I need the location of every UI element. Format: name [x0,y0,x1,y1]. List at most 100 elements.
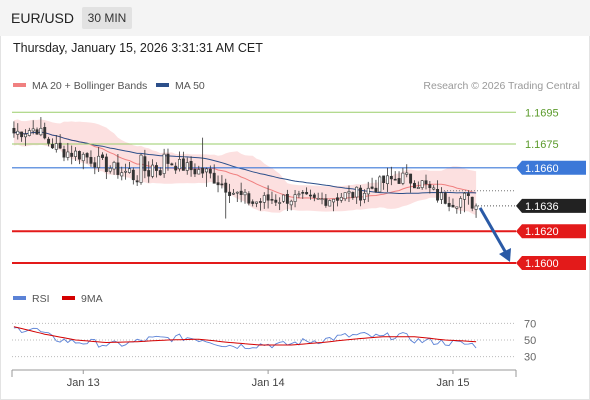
candle-body [289,200,293,206]
date-line: Thursday, January 15, 2026 3:31:31 AM CE… [13,41,263,55]
rsi-line [13,327,477,350]
candle-body [420,180,424,188]
candle-body [50,144,54,149]
legend-bollinger: MA 20 + Bollinger Bands [13,80,147,92]
candle-body [93,162,97,168]
candle-body [47,138,51,144]
candle-body [355,186,359,198]
candle-body [158,170,162,176]
candle-body [270,199,274,201]
candle-body [212,172,216,184]
candle-body [255,201,259,204]
rsi-tick-label: 50 [524,335,536,347]
candle-body [235,191,239,194]
candle-body [266,194,270,201]
candle-body [124,170,128,173]
candle-body [116,162,120,175]
candle-body [35,129,39,135]
credit-text: Research © 2026 Trading Central [423,80,580,92]
candle-body [151,164,155,177]
symbol-title: EUR/USD [11,10,75,26]
forecast-arrow-head-icon [499,247,511,262]
candle-body [359,187,362,201]
candle-body [374,187,378,192]
candle-body [436,188,440,201]
candle-body [389,175,393,180]
candle-body [474,205,478,210]
candle-body [27,130,31,136]
rsi-ma-line [13,326,477,346]
candle-body [416,187,420,189]
candle-body [104,156,108,172]
x-tick-label: Jan 14 [252,377,285,389]
candle-body [239,190,243,195]
candle-body [274,199,278,203]
candle-body [370,186,374,189]
level-tag-3 [516,224,586,239]
candle-body [74,150,78,157]
candle-body [447,202,451,207]
candle-body [262,195,266,203]
candle-body [428,184,432,189]
legend-rsi: RSI [13,293,50,305]
candle-body [362,193,366,200]
timeframe-button[interactable]: 30 MIN [82,7,132,29]
candle-body [139,154,143,183]
last-price-label: 1.1636 [525,201,559,213]
candle-body [66,151,70,158]
candle-body [397,178,401,184]
candle-body [282,194,285,202]
candle-body [189,160,193,171]
candle-body [147,170,151,177]
candle-body [332,198,336,203]
candle-body [343,192,347,200]
candle-body [20,131,24,138]
rsi-tick-label: 70 [524,318,536,330]
candle-body [197,169,201,175]
candle-body [178,159,181,170]
candle-body [443,192,447,204]
candle-body [85,153,89,158]
candle-body [77,151,81,160]
legend-rsi-label: RSI [32,293,50,305]
candle-body [31,128,35,132]
candle-body [208,168,212,174]
candle-body [324,198,328,206]
candle-body [439,192,443,200]
ma20-line [13,131,477,200]
candle-body [193,168,197,175]
candle-body [305,192,309,195]
candle-body [181,158,185,171]
candle-body [378,176,382,193]
candle-body [112,162,116,170]
candle-body [278,202,282,204]
candle-body [231,192,235,195]
candle-body [459,198,463,208]
candle-body [135,180,139,183]
candle-body [154,165,158,171]
candle-body [405,172,409,175]
candle-body [409,173,413,184]
candle-body [466,193,470,196]
candle-body [24,133,27,138]
level-tag-4 [516,255,586,270]
candle-body [251,201,255,204]
candle-body [335,197,339,201]
x-tick-label: Jan 13 [67,377,100,389]
legend-ma50-label: MA 50 [175,80,205,92]
candle-body [243,191,247,196]
candle-body [224,182,228,193]
candle-body [382,175,386,183]
candle-body [97,155,101,168]
candle-body [463,192,466,200]
candle-body [220,183,224,186]
candle-body [143,156,147,172]
candle-body [108,168,112,172]
candle-body [162,153,166,174]
level-label-1: 1.1675 [525,139,559,151]
candle-body [201,167,205,174]
candle-body [316,198,320,200]
ma50-swatch-icon [156,83,169,88]
level-label-2: 1.1660 [525,163,559,175]
